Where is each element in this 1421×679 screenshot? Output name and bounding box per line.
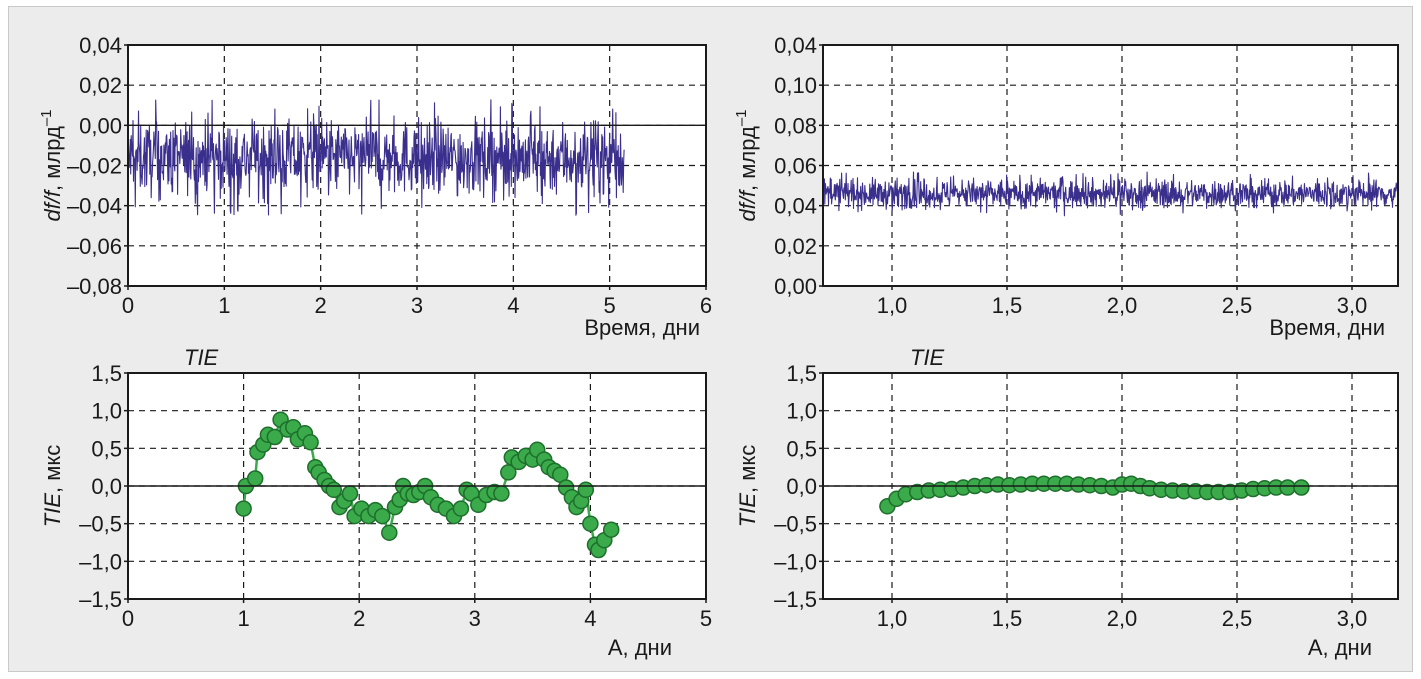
data-point xyxy=(235,500,252,517)
data-point xyxy=(341,485,359,502)
x-tick-label: 1,0 xyxy=(877,293,908,318)
y-axis-label-unit: , мкс xyxy=(40,445,65,493)
x-tick-label: 2 xyxy=(353,606,365,631)
data-point xyxy=(582,515,599,532)
data-point xyxy=(602,521,620,538)
x-tick-label: 2,0 xyxy=(1107,293,1138,318)
x-tick-label: 4 xyxy=(507,293,519,318)
x-tick-label: 0 xyxy=(122,606,134,631)
y-axis-label-exponent: –1 xyxy=(38,109,55,126)
y-axis-label-unit: , мкс xyxy=(735,445,760,493)
y-tick-label: 1,5 xyxy=(91,361,122,386)
x-tick-label: 2,0 xyxy=(1107,606,1138,631)
y-tick-label: 0,02 xyxy=(774,234,817,259)
chart-p2: 1,0 1,5 2,0 2,5 3,0 0,04 0,10 0,08 0,06 0,04 0,02 0… xyxy=(733,33,1399,340)
y-tick-label: 0,0 xyxy=(786,474,817,499)
x-tick-label: 3 xyxy=(411,293,423,318)
y-tick-label: 0,5 xyxy=(786,436,817,461)
chart-title: TIE xyxy=(184,345,219,370)
x-tick-label: 3,0 xyxy=(1337,606,1368,631)
y-axis-label: TIE, мкс xyxy=(735,445,760,527)
x-tick-label: 1 xyxy=(237,606,249,631)
y-axis-label: df/f, млрд–1 xyxy=(38,109,65,221)
y-tick-label: 1,0 xyxy=(786,399,817,424)
y-tick-label: –0,04 xyxy=(67,194,122,219)
y-tick-label: –1,0 xyxy=(79,549,122,574)
y-axis-label-unit: , млрд xyxy=(40,126,65,191)
data-point xyxy=(1279,479,1296,496)
x-tick-label: 4 xyxy=(584,606,596,631)
y-tick-label: –1,5 xyxy=(774,587,817,612)
data-point xyxy=(493,485,510,502)
x-tick-label: 2,5 xyxy=(1222,606,1253,631)
y-tick-label: 0,5 xyxy=(91,436,122,461)
y-axis-label: TIE, мкс xyxy=(40,445,65,527)
y-tick-label: –0,02 xyxy=(67,154,122,179)
y-tick-label: –1,0 xyxy=(774,549,817,574)
y-tick-label: 0,04 xyxy=(774,194,817,219)
data-point xyxy=(381,524,398,541)
y-tick-label: –0,5 xyxy=(774,512,817,537)
series-line xyxy=(127,99,625,216)
data-point xyxy=(577,481,595,499)
x-tick-label: 1,0 xyxy=(877,606,908,631)
y-axis-label-var: TIE xyxy=(735,493,760,528)
y-tick-label: 1,5 xyxy=(786,361,817,386)
y-tick-label: –0,08 xyxy=(67,274,122,299)
y-tick-label: 0,08 xyxy=(774,113,817,138)
x-tick-label: 5 xyxy=(700,606,712,631)
x-tick-label: 5 xyxy=(604,293,616,318)
series-line xyxy=(822,171,1399,217)
data-point xyxy=(1293,479,1310,496)
y-tick-label: –0,5 xyxy=(79,512,122,537)
x-axis-label: A, дни xyxy=(1308,635,1372,660)
y-tick-label: –0,06 xyxy=(67,234,122,259)
y-tick-label: 0,04 xyxy=(79,33,122,58)
y-tick-label: 1,0 xyxy=(91,399,122,424)
data-point xyxy=(452,500,470,517)
y-tick-label: 0,10 xyxy=(774,73,817,98)
y-tick-label: –1,5 xyxy=(79,587,122,612)
x-tick-label: 1,5 xyxy=(992,606,1023,631)
y-tick-label: 0,00 xyxy=(774,274,817,299)
y-tick-label: 0,00 xyxy=(79,113,122,138)
x-tick-label: 2 xyxy=(315,293,327,318)
x-tick-label: 1 xyxy=(218,293,230,318)
y-axis-label-unit: , млрд xyxy=(735,126,760,191)
y-axis-label-exponent: –1 xyxy=(733,109,750,126)
x-tick-label: 3,0 xyxy=(1337,293,1368,318)
chart-p3: 0 1 2 3 4 5 1,5 1,0 0,5 0,0 –0,5 –1,0 –1,5 A, дни TIE,… xyxy=(40,345,712,660)
x-axis-label: Время, дни xyxy=(584,315,700,340)
x-tick-label: 1,5 xyxy=(992,293,1023,318)
y-axis-label: df/f, млрд–1 xyxy=(733,109,760,221)
chart-p4: 1,0 1,5 2,0 2,5 3,0 1,5 1,0 0,5 0,0 –0,5 –1,0 –1,5 A… xyxy=(735,345,1399,660)
data-point xyxy=(302,434,319,451)
data-point xyxy=(500,464,517,481)
y-tick-label: 0,06 xyxy=(774,154,817,179)
chart-title: TIE xyxy=(910,345,945,370)
y-tick-label: 0,02 xyxy=(79,73,122,98)
x-tick-label: 2,5 xyxy=(1222,293,1253,318)
data-point xyxy=(374,507,391,525)
y-axis-label-var: df/f xyxy=(40,188,65,221)
data-point xyxy=(266,428,284,446)
x-tick-label: 3 xyxy=(469,606,481,631)
y-axis-label-var: TIE xyxy=(40,493,65,528)
x-axis-label: A, дни xyxy=(608,635,672,660)
y-tick-label: 0,0 xyxy=(91,474,122,499)
x-axis-label: Время, дни xyxy=(1269,315,1385,340)
data-point xyxy=(246,470,264,487)
y-tick-label: 0,04 xyxy=(774,33,817,58)
x-tick-label: 6 xyxy=(700,293,712,318)
chart-p1: 0 1 2 3 4 5 6 0,04 0,02 0,00 –0,02 –0,04 –0,06 –0,08 В… xyxy=(38,33,712,340)
x-tick-label: 0 xyxy=(122,293,134,318)
y-axis-label-var: df/f xyxy=(735,188,760,221)
